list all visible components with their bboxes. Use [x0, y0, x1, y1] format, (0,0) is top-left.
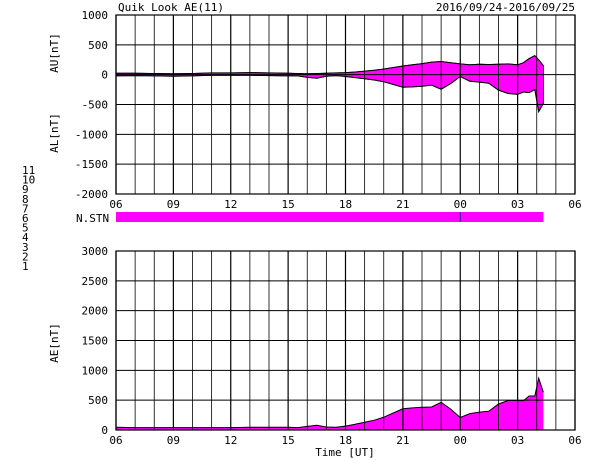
chart-title: Quik Look AE(11) [118, 1, 224, 14]
y-tick-label: 1500 [82, 335, 109, 348]
x-tick-label: 09 [167, 434, 180, 447]
y-tick-label: -1000 [75, 128, 108, 141]
station-legend-entry: 5 [22, 222, 29, 235]
y-tick-label: 500 [88, 394, 108, 407]
y-tick-label: 0 [101, 424, 108, 437]
y-tick-label: -1500 [75, 158, 108, 171]
au-al-x-tick-labels: 06 09 12 15 18 21 00 03 06 [109, 198, 581, 211]
station-legend-entry: 1 [22, 260, 29, 273]
x-tick-label: 00 [454, 434, 467, 447]
plot-frame [115, 14, 576, 195]
ae-axis-label: AE[nT] [48, 323, 61, 363]
station-legend-entry: 9 [22, 183, 29, 196]
ae-y-tick-labels: 3000 2500 2000 1500 1000 500 0 [82, 245, 109, 437]
x-tick-label: 12 [224, 434, 237, 447]
y-tick-label: -500 [82, 99, 109, 112]
x-tick-label: 18 [339, 434, 352, 447]
y-tick-label: 1000 [82, 9, 109, 22]
y-tick-label: 2000 [82, 305, 109, 318]
y-tick-label: 3000 [82, 245, 109, 258]
x-tick-label: 15 [282, 198, 295, 211]
au-al-y-tick-labels: 1000 500 0 -500 -1000 -1500 -2000 [75, 9, 108, 201]
ae-x-tick-labels: 06 09 12 15 18 21 00 03 06 [109, 434, 581, 447]
y-tick-label: 1000 [82, 364, 109, 377]
ae-area-fill [116, 378, 544, 430]
x-tick-label: 09 [167, 198, 180, 211]
station-legend-entry: 2 [22, 250, 29, 263]
station-legend-entry: 7 [22, 202, 29, 215]
station-legend-entry: 6 [22, 212, 29, 225]
x-tick-label: 12 [224, 198, 237, 211]
plot-frame [115, 250, 576, 431]
y-tick-label: -2000 [75, 188, 108, 201]
x-tick-label: 00 [454, 198, 467, 211]
station-legend-entry: 8 [22, 193, 29, 206]
x-tick-label: 21 [396, 434, 409, 447]
au-al-panel: 1000 500 0 -500 -1000 -1500 -2000 06 09 12 15 18 21… [48, 9, 582, 211]
x-tick-label: 06 [109, 434, 122, 447]
al-axis-label: AL[nT] [48, 113, 61, 153]
station-legend-entry: 11 [22, 164, 35, 177]
date-range-label: 2016/09/24-2016/09/25 [436, 1, 575, 14]
x-tick-label: 06 [568, 434, 581, 447]
x-tick-label: 03 [511, 434, 524, 447]
stations-bar-label: N.STN [76, 212, 109, 225]
station-legend-entry: 4 [22, 231, 29, 244]
stations-bar-row: N.STN [76, 212, 544, 225]
x-axis-title: Time [UT] [315, 446, 375, 459]
au-axis-label: AU[nT] [48, 33, 61, 73]
y-tick-label: 500 [88, 39, 108, 52]
station-legend-entry: 3 [22, 241, 29, 254]
y-tick-label: 0 [101, 69, 108, 82]
station-legend-entry: 10 [22, 174, 35, 187]
x-tick-label: 15 [282, 434, 295, 447]
x-tick-label: 03 [511, 198, 524, 211]
x-tick-label: 06 [109, 198, 122, 211]
stations-bar [116, 212, 544, 222]
ae-grid [115, 250, 576, 431]
x-tick-label: 18 [339, 198, 352, 211]
x-tick-label: 21 [396, 198, 409, 211]
y-tick-label: 2500 [82, 275, 109, 288]
au-al-grid [115, 14, 576, 195]
x-tick-label: 06 [568, 198, 581, 211]
